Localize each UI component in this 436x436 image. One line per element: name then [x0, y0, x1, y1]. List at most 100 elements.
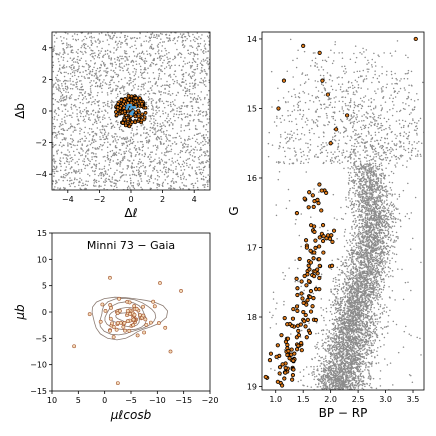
field-star	[178, 186, 181, 188]
cmd-field-star	[317, 332, 320, 335]
cmd-field-star	[353, 158, 355, 160]
field-star	[170, 121, 173, 124]
field-star	[87, 118, 90, 120]
field-star	[136, 37, 139, 40]
field-star	[167, 113, 169, 116]
field-star	[204, 70, 206, 73]
field-star	[88, 100, 90, 103]
field-star	[158, 138, 161, 140]
field-star	[78, 184, 80, 187]
field-star	[62, 176, 64, 179]
field-star	[59, 80, 61, 82]
field-star	[88, 114, 90, 116]
field-star	[144, 173, 146, 175]
field-star	[70, 106, 72, 109]
field-star	[157, 147, 159, 149]
field-star	[82, 182, 84, 185]
cmd-field-star	[331, 301, 334, 303]
cmd-field-star	[335, 311, 338, 314]
field-star	[76, 144, 79, 147]
field-star	[172, 109, 175, 111]
field-star	[166, 56, 168, 58]
field-star	[107, 100, 109, 103]
field-star	[60, 124, 62, 126]
field-star	[87, 173, 89, 176]
field-star	[195, 47, 198, 49]
field-star	[131, 37, 134, 39]
field-star	[84, 120, 86, 123]
field-star	[112, 152, 115, 155]
field-star	[162, 167, 165, 169]
field-star	[76, 81, 79, 83]
field-star	[69, 46, 72, 48]
field-star	[63, 138, 65, 141]
cmd-field-star	[367, 342, 369, 344]
field-star	[207, 50, 209, 53]
field-star	[67, 149, 69, 151]
field-star	[204, 114, 207, 117]
field-star	[132, 140, 135, 143]
field-star	[54, 143, 57, 146]
field-star	[155, 106, 158, 108]
cmd-field-star	[382, 288, 385, 291]
field-star	[168, 85, 170, 87]
field-star	[160, 38, 162, 40]
field-star	[60, 83, 63, 85]
field-star	[172, 103, 175, 105]
pm-member	[132, 304, 137, 308]
field-star	[128, 150, 130, 152]
cmd-field-star	[371, 282, 374, 284]
cmd-field-star	[335, 125, 338, 128]
field-star	[77, 140, 80, 142]
cluster-member	[143, 111, 148, 115]
field-star	[146, 128, 148, 131]
x-tick-label: 0	[128, 195, 133, 204]
cmd-field-star	[349, 105, 352, 107]
field-star	[175, 113, 178, 116]
field-star	[63, 188, 66, 190]
field-star	[161, 184, 164, 187]
field-star	[156, 57, 159, 59]
field-star	[174, 119, 176, 122]
field-star	[93, 182, 96, 184]
field-star	[53, 162, 56, 164]
field-star	[131, 167, 133, 169]
cmd-field-star	[379, 191, 382, 193]
cmd-field-star	[374, 153, 376, 155]
field-star	[109, 167, 112, 170]
cmd-field-star	[350, 176, 353, 178]
field-star	[67, 127, 70, 130]
field-star	[60, 92, 63, 94]
field-star	[109, 86, 111, 89]
field-star	[206, 181, 208, 183]
field-star	[79, 140, 81, 143]
cmd-field-star	[383, 265, 385, 267]
field-star	[116, 142, 118, 144]
field-star	[53, 41, 56, 43]
cmd-field-star	[356, 359, 358, 361]
field-star	[168, 158, 170, 161]
field-star	[84, 135, 86, 137]
cmd-field-star	[372, 166, 374, 169]
field-star	[82, 160, 84, 162]
field-star	[84, 69, 87, 72]
field-star	[195, 100, 198, 102]
field-star	[150, 117, 152, 120]
field-star	[121, 62, 123, 64]
field-star	[171, 92, 174, 95]
field-star	[111, 38, 114, 40]
field-star	[91, 156, 93, 158]
cmd-field-star	[354, 45, 357, 47]
field-star	[147, 81, 150, 83]
field-star	[93, 52, 96, 54]
field-star	[195, 109, 198, 112]
field-star	[192, 71, 195, 73]
field-star	[151, 104, 153, 107]
field-star	[163, 106, 166, 109]
field-star	[66, 88, 68, 91]
pm-member	[117, 309, 122, 313]
field-star	[195, 37, 197, 40]
field-star	[135, 47, 137, 50]
cmd-field-star	[349, 58, 352, 61]
